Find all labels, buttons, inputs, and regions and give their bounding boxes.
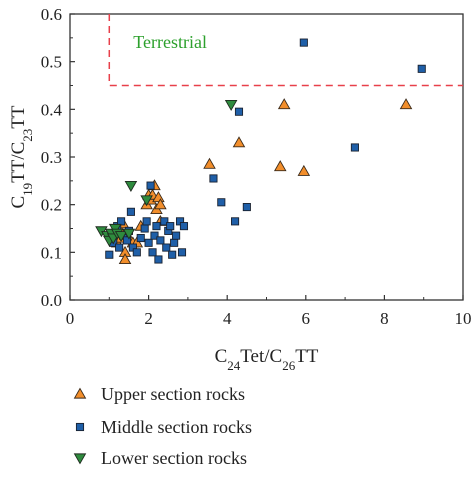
data-point [126, 207, 135, 216]
x-tick-label: 4 [223, 309, 232, 328]
data-point [146, 181, 155, 190]
y-tick-label: 0.1 [41, 243, 62, 262]
terrestrial-label: Terrestrial [133, 32, 207, 52]
data-point [136, 233, 145, 243]
data-point [203, 157, 216, 169]
legend-label: Upper section rocks [101, 384, 245, 404]
y-axis-label: C19TT/C23TT [8, 105, 35, 208]
y-tick-label: 0.5 [41, 53, 62, 72]
legend-label: Lower section rocks [101, 448, 247, 468]
data-point [232, 136, 246, 148]
data-point [179, 222, 189, 231]
data-point [273, 160, 287, 172]
data-point [115, 243, 124, 252]
legend-item: Lower section rocks [73, 448, 247, 468]
data-point [152, 222, 161, 231]
data-point [299, 38, 308, 47]
y-tick-label: 0.6 [41, 5, 62, 24]
x-tick-label: 6 [302, 309, 311, 328]
legend-label: Middle section rocks [101, 417, 252, 437]
data-point [224, 99, 238, 111]
data-point [160, 217, 169, 226]
data-point [242, 202, 251, 212]
data-point [122, 236, 132, 245]
data-point [156, 236, 165, 245]
data-point [142, 217, 151, 226]
data-point [209, 174, 218, 183]
data-point [105, 250, 114, 259]
data-point [172, 231, 181, 240]
data-point [166, 222, 175, 231]
x-tick-label: 2 [144, 309, 153, 328]
data-point [154, 198, 167, 210]
series-square [105, 38, 426, 264]
data-point [277, 98, 291, 110]
data-point [231, 217, 240, 226]
data-point [217, 198, 226, 207]
data-point [170, 238, 179, 247]
plot-frame [69, 13, 464, 301]
y-tick-label: 0.3 [41, 148, 62, 167]
data-point [140, 195, 153, 207]
data-point [122, 228, 136, 240]
plot-area [69, 13, 464, 301]
data-point [399, 98, 413, 110]
data-point [150, 231, 159, 240]
x-tick-label: 10 [455, 309, 472, 328]
y-tick-label: 0.2 [41, 196, 62, 215]
data-point [162, 243, 171, 252]
axes: 0 2 4 6 8 10 0.0 0.1 0.2 0.3 0.4 0.5 0.6 C24Tet/C26TT… [8, 5, 472, 373]
legend-marker [73, 387, 87, 399]
data-point [152, 191, 165, 203]
x-tick-label: 0 [66, 309, 75, 328]
data-point [124, 181, 138, 193]
legend: Upper section rocks Middle section rocks L… [73, 384, 252, 468]
data-point [132, 248, 141, 257]
data-point [114, 231, 128, 243]
data-point [297, 164, 311, 176]
x-tick-label: 8 [380, 309, 389, 328]
legend-marker [73, 453, 87, 465]
y-tick-label: 0.4 [41, 100, 63, 119]
data-point [177, 248, 187, 257]
legend-item: Middle section rocks [75, 417, 252, 437]
data-point [148, 248, 157, 257]
data-point [350, 143, 359, 152]
data-point [140, 224, 149, 233]
terrestrial-region: Terrestrial [108, 14, 463, 87]
data-point [154, 255, 163, 264]
series-triangle-down [95, 99, 238, 247]
x-axis-label: C24Tet/C26TT [215, 346, 319, 373]
legend-marker [75, 422, 85, 432]
data-point [168, 250, 177, 259]
legend-item: Upper section rocks [73, 384, 245, 404]
y-tick-label: 0.0 [41, 291, 62, 310]
data-points [95, 38, 426, 265]
data-point [234, 107, 244, 116]
data-point [417, 64, 426, 73]
data-point [118, 253, 132, 265]
data-point [144, 238, 153, 247]
data-point [117, 217, 126, 226]
